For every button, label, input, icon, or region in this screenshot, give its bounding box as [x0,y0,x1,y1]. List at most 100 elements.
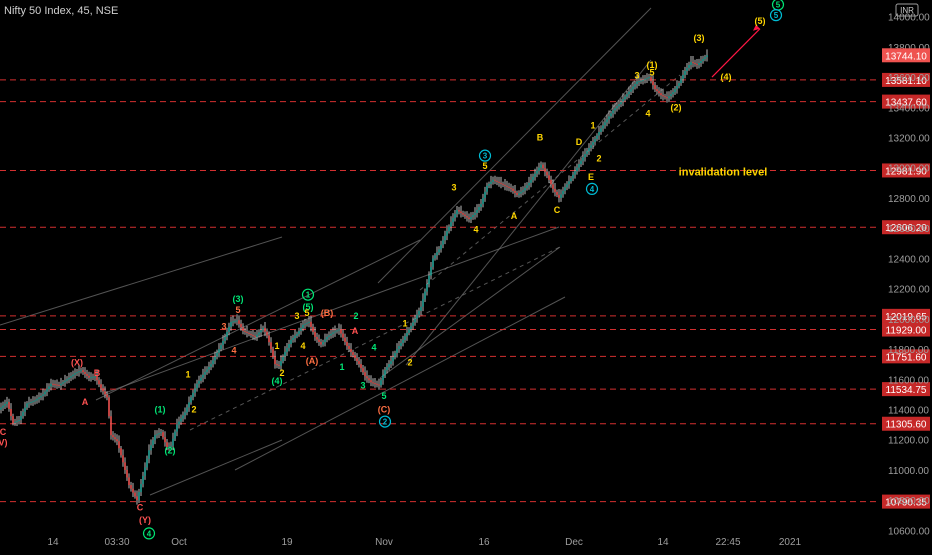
wave-label: 3 [483,152,488,161]
candle-body [276,364,278,366]
candle-body [656,89,658,92]
candle-body [444,235,446,241]
candle-body [700,60,702,63]
candle-body [602,125,604,129]
candle-body [684,71,686,76]
candle-body [660,93,662,96]
candle-body [516,192,518,195]
candle-body [340,329,342,334]
projection-arrowhead [753,24,760,31]
candle-body [612,110,614,114]
wave-label: 5 [235,305,240,315]
wave-circle-marker [585,182,599,195]
projection-line [711,28,761,78]
wave-label: (2) [165,445,176,455]
candle-body [702,58,704,61]
candle-body [282,356,284,362]
candle-body [568,181,570,185]
candle-body [400,342,402,347]
wave-label: 2 [383,418,388,427]
wave-label: (1) [155,405,166,415]
wave-label: 3 [634,71,639,81]
candle-body [60,383,62,386]
candle-body [220,345,222,350]
wave-label: C [137,503,144,513]
wave-label: 1 [402,318,407,328]
candle-body [566,184,568,188]
candle-body [134,492,136,497]
candle-body [202,374,204,378]
candle-body [250,333,252,335]
candle-body [80,370,82,372]
candle-body [676,86,678,90]
candle-body [542,164,544,169]
candle-body [148,450,150,459]
level-label-bg [882,72,930,87]
candle-body [614,108,616,111]
candle-body [24,407,26,412]
candle-body [236,320,238,322]
candle-body [504,184,506,186]
candle-body [240,323,242,328]
candle-body [638,81,640,83]
wave-label: C [0,427,7,437]
candle-body [686,67,688,72]
candle-body [258,332,260,335]
candle-body [208,366,210,370]
level-label: 13437.60 [885,98,927,109]
candle-body [40,395,42,398]
candle-body [268,335,270,343]
candle-body [244,330,246,332]
candle-body [490,181,492,184]
candle-body [232,321,234,323]
x-tick-label: 03:30 [104,537,129,548]
channel-line [405,59,652,366]
level-label-bg [882,494,930,509]
candle-body [632,86,634,90]
level-label: 11305.60 [886,420,927,431]
candle-body [648,77,650,79]
candle-body [18,420,20,422]
candle-body [482,197,484,204]
y-tick-label: 13400.00 [888,103,930,114]
level-label: 12981.90 [885,166,927,177]
candle-body [662,95,664,97]
candle-body [324,339,326,342]
candle-body [378,384,380,386]
candle-body [438,249,440,253]
channel-line [149,439,283,496]
candle-body [326,336,328,340]
candle-body [0,407,2,410]
candle-body [192,392,194,398]
candle-body [462,213,464,215]
wave-circle-marker [478,149,492,162]
candle-body [290,339,292,345]
candle-body [570,178,572,182]
level-label: 13581.10 [885,76,927,87]
candle-body [94,376,96,378]
wave-label: (1) [647,60,658,70]
y-tick-label: 12200.00 [888,285,930,296]
candle-body [588,148,590,152]
wave-label: (A) [306,356,319,366]
candle-body [404,336,406,340]
candle-body [248,332,250,334]
candle-body [534,173,536,177]
candle-body [286,348,288,353]
last-price-bg [882,48,930,63]
candle-body [156,434,158,436]
level-label: 12606.20 [885,223,927,234]
candle-body [14,422,16,424]
candle-body [446,231,448,236]
currency-label: INR [900,6,914,15]
candle-body [270,342,272,350]
candle-body [274,356,276,365]
candle-body [66,379,68,381]
candle-body [706,55,708,58]
candle-body [636,81,638,85]
wave-label: 3 [360,380,365,390]
candle-body [498,181,500,183]
candle-body [186,407,188,413]
